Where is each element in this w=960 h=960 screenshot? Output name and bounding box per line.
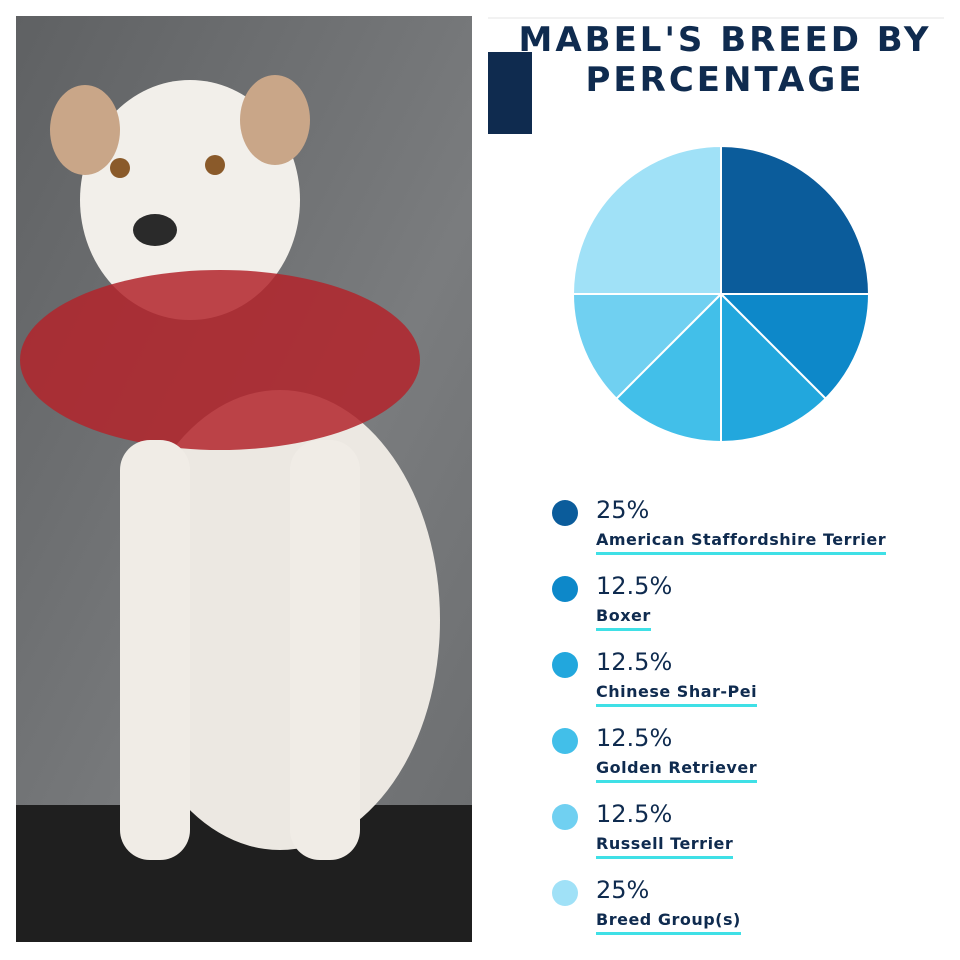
legend-swatch — [552, 576, 578, 602]
pie-slice — [571, 144, 722, 295]
legend-swatch — [552, 652, 578, 678]
legend-value: 25% — [596, 496, 650, 524]
pie-slice — [720, 144, 871, 295]
legend-swatch — [552, 500, 578, 526]
pie-slice — [718, 293, 871, 401]
legend-swatch — [552, 880, 578, 906]
legend-value: 12.5% — [596, 800, 673, 828]
legend-swatch — [552, 804, 578, 830]
dog-photo — [16, 16, 472, 942]
legend-label: Boxer — [596, 606, 651, 631]
legend-value: 12.5% — [596, 648, 673, 676]
logo — [488, 52, 532, 134]
legend-label: American Staffordshire Terrier — [596, 530, 887, 555]
legend-label: Chinese Shar-Pei — [596, 682, 758, 707]
pie-slice — [720, 291, 828, 444]
legend-value: 25% — [596, 876, 650, 904]
legend-value: 12.5% — [596, 572, 673, 600]
pie-slice — [614, 291, 722, 444]
pie-slice — [571, 293, 724, 401]
legend-value: 12.5% — [596, 724, 673, 752]
legend-label: Breed Group(s) — [596, 910, 741, 935]
chart-title: MABEL'S BREED BY PERCENTAGE — [518, 20, 932, 100]
legend-swatch — [552, 728, 578, 754]
legend-label: Russell Terrier — [596, 834, 734, 859]
legend-label: Golden Retriever — [596, 758, 758, 783]
